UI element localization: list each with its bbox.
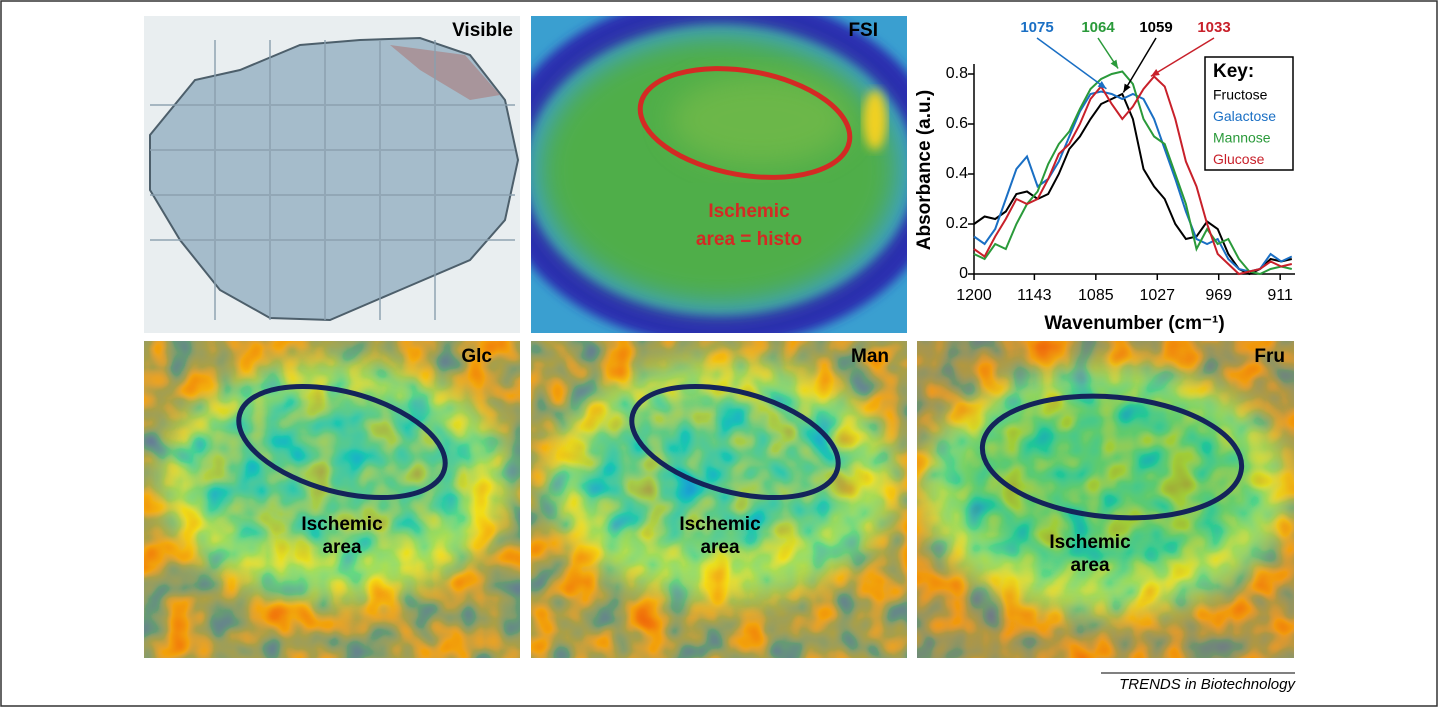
annotation: Ischemic <box>708 201 790 222</box>
y-tick-label: 0.4 <box>946 165 968 182</box>
glc-image <box>144 341 520 658</box>
spectrum-chart: 0 0.2 0.4 0.6 0.8 1200 1143 1085 1027 969 911 Waven… <box>914 19 1295 334</box>
peak-label: 1059 <box>1139 19 1172 36</box>
x-axis-label: Wavenumber (cm⁻¹) <box>1044 313 1224 334</box>
peak-arrow <box>1150 37 1215 77</box>
peak-arrow <box>1122 37 1157 93</box>
panel-label: Fru <box>1254 346 1285 367</box>
x-tick-label: 911 <box>1267 287 1293 304</box>
legend-entry: Fructose <box>1213 87 1268 103</box>
peak-arrow <box>1036 37 1107 90</box>
peak-label: 1064 <box>1081 19 1115 36</box>
legend-box <box>1204 56 1294 171</box>
y-tick-label: 0.6 <box>946 115 968 132</box>
annotation: Ischemic <box>301 514 383 535</box>
arrow-head <box>1097 81 1107 89</box>
x-tick-label: 1143 <box>1017 287 1052 304</box>
roi-ellipse <box>979 393 1245 521</box>
footer: TRENDS in Biotechnology <box>1119 676 1296 693</box>
annotation: area = histo <box>696 229 802 250</box>
panel-label: Glc <box>461 346 492 367</box>
peak-label: 1033 <box>1197 19 1230 36</box>
x-tick-label: 1027 <box>1139 287 1175 304</box>
roi-ellipse <box>236 383 448 501</box>
x-tick-label: 969 <box>1205 287 1232 304</box>
series-line <box>973 90 1293 273</box>
fru-image <box>917 341 1294 658</box>
annotation: Ischemic <box>679 514 761 535</box>
annotation: Ischemic <box>1049 532 1131 553</box>
panel-label: FSI <box>848 20 878 41</box>
visible-image <box>144 16 520 333</box>
y-axis-label: Absorbance (a.u.) <box>914 90 935 250</box>
legend-title: Key: <box>1213 61 1254 82</box>
legend-entry: Glucose <box>1213 151 1265 167</box>
annotation: area <box>1070 555 1110 576</box>
x-tick-label: 1085 <box>1078 287 1114 304</box>
axis <box>973 64 1295 275</box>
legend-entry: Galactose <box>1213 108 1276 124</box>
roi-ellipse <box>637 66 853 180</box>
peak-label: 1075 <box>1020 19 1053 36</box>
panel-label: Visible <box>452 20 513 41</box>
series-line <box>973 75 1293 276</box>
y-tick-label: 0.2 <box>946 215 968 232</box>
legend-entry: Mannose <box>1213 130 1271 146</box>
x-tick-label: 1200 <box>956 287 992 304</box>
arrow-head <box>1110 59 1119 69</box>
y-tick-label: 0.8 <box>946 65 968 82</box>
panel-label: Man <box>851 346 889 367</box>
annotation: area <box>322 537 362 558</box>
y-tick-label: 0 <box>959 265 968 282</box>
arrow-head <box>1150 68 1160 77</box>
annotation: area <box>700 537 740 558</box>
roi-ellipse <box>629 383 841 501</box>
arrow-head <box>1123 83 1131 93</box>
